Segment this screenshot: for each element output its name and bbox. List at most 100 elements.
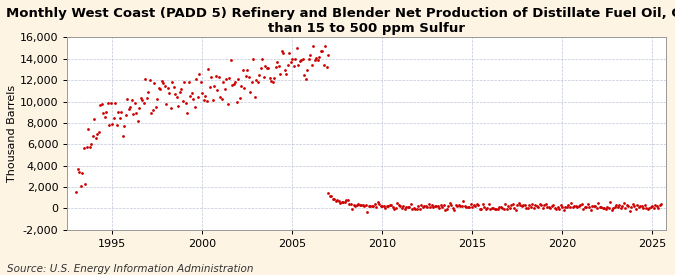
Point	[303, 56, 314, 61]
Point	[593, 201, 603, 205]
Point	[386, 203, 397, 207]
Point	[78, 146, 89, 150]
Point	[543, 205, 554, 209]
Point	[558, 207, 569, 212]
Point	[103, 101, 113, 106]
Point	[483, 202, 494, 206]
Point	[588, 204, 599, 208]
Point	[207, 98, 218, 102]
Point	[502, 207, 512, 211]
Point	[536, 203, 547, 207]
Point	[504, 206, 515, 211]
Point	[554, 207, 564, 211]
Point	[471, 202, 482, 206]
Point	[462, 204, 473, 209]
Point	[110, 100, 121, 105]
Point	[184, 80, 194, 84]
Point	[390, 205, 401, 210]
Point	[579, 205, 590, 210]
Point	[485, 207, 495, 211]
Point	[276, 48, 287, 53]
Point	[88, 134, 99, 139]
Point	[545, 205, 556, 210]
Point	[173, 103, 184, 108]
Point	[244, 75, 254, 79]
Point	[97, 101, 107, 106]
Point	[153, 86, 164, 90]
Point	[259, 75, 269, 79]
Point	[470, 204, 481, 208]
Point	[580, 205, 591, 209]
Point	[128, 112, 139, 117]
Point	[215, 95, 225, 99]
Point	[596, 204, 607, 209]
Point	[410, 207, 421, 211]
Point	[467, 205, 478, 209]
Point	[590, 204, 601, 208]
Point	[569, 204, 580, 209]
Point	[101, 110, 112, 114]
Point	[188, 97, 198, 102]
Point	[198, 98, 209, 102]
Point	[512, 203, 522, 207]
Point	[267, 79, 278, 84]
Point	[583, 202, 593, 207]
Point	[279, 68, 290, 73]
Point	[125, 105, 136, 109]
Point	[363, 204, 374, 208]
Point	[269, 76, 279, 80]
Point	[515, 203, 526, 208]
Point	[317, 48, 327, 53]
Point	[185, 94, 196, 98]
Point	[232, 99, 242, 104]
Point	[192, 95, 203, 100]
Point	[482, 205, 493, 210]
Point	[330, 198, 341, 203]
Point	[265, 75, 275, 80]
Point	[329, 197, 340, 202]
Point	[497, 205, 508, 210]
Point	[335, 200, 346, 205]
Point	[389, 207, 400, 211]
Point	[224, 76, 235, 80]
Point	[178, 99, 188, 103]
Point	[77, 171, 88, 175]
Point	[320, 44, 331, 48]
Point	[423, 202, 434, 207]
Point	[459, 204, 470, 208]
Point	[438, 203, 449, 207]
Point	[300, 77, 311, 81]
Point	[437, 205, 448, 209]
Point	[84, 145, 95, 150]
Point	[132, 119, 143, 123]
Point	[155, 87, 166, 92]
Point	[266, 79, 277, 84]
Point	[521, 206, 532, 210]
Point	[486, 206, 497, 210]
Point	[407, 207, 418, 211]
Point	[655, 202, 666, 206]
Point	[539, 203, 549, 207]
Point	[489, 207, 500, 211]
Point	[411, 207, 422, 211]
Point	[360, 203, 371, 208]
Point	[255, 66, 266, 70]
Point	[608, 206, 618, 211]
Point	[638, 206, 649, 211]
Point	[272, 60, 283, 64]
Point	[552, 205, 563, 209]
Point	[306, 62, 317, 67]
Point	[400, 207, 410, 211]
Point	[364, 204, 375, 208]
Y-axis label: Thousand Barrels: Thousand Barrels	[7, 85, 17, 182]
Point	[614, 203, 624, 207]
Point	[491, 206, 502, 211]
Point	[452, 204, 462, 209]
Point	[257, 57, 268, 62]
Point	[147, 108, 158, 112]
Point	[298, 57, 308, 61]
Point	[194, 72, 205, 77]
Point	[222, 102, 233, 106]
Point	[238, 68, 248, 72]
Point	[564, 204, 575, 209]
